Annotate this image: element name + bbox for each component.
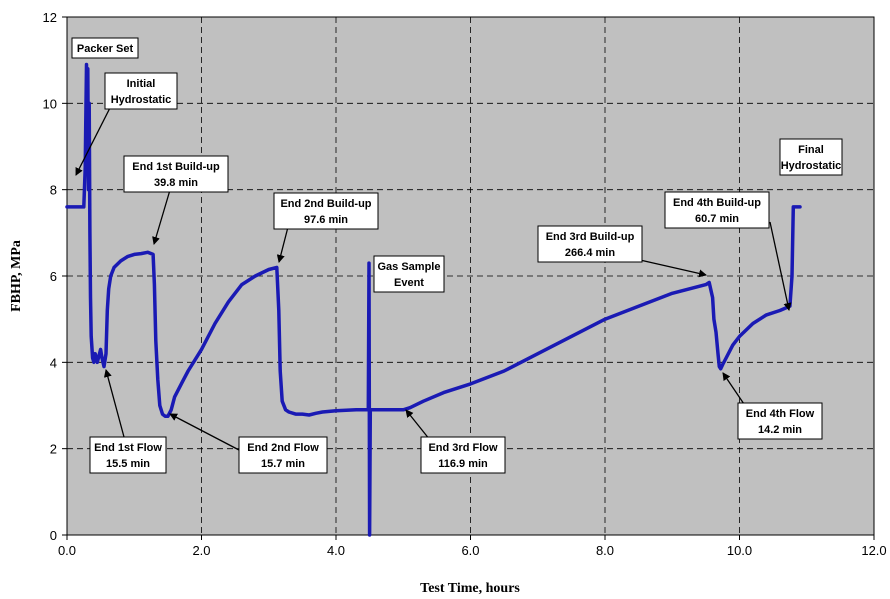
y-tick-label: 0 — [50, 528, 57, 543]
annotation-label: 116.9 min — [438, 458, 488, 470]
pressure-line — [65, 62, 802, 537]
annotation-label: Hydrostatic — [781, 160, 842, 172]
annotation-box — [104, 72, 178, 110]
y-tick-label: 2 — [50, 442, 57, 457]
annotation-end-1st-buildup: End 1st Build-up 39.8 min — [123, 155, 229, 245]
x-tick-label: 4.0 — [327, 543, 345, 558]
annotation-label: End 3rd Build-up — [546, 231, 635, 243]
annotation-label: 266.4 min — [565, 247, 615, 259]
annotation-label: End 1st Flow — [94, 442, 162, 454]
annotation-label: 39.8 min — [154, 177, 198, 189]
annotation-label: End 4th Build-up — [673, 197, 761, 209]
annotation-label: End 2nd Build-up — [280, 198, 371, 210]
series-layer — [65, 62, 802, 537]
annotation-label: 15.7 min — [261, 458, 305, 470]
annotation-box — [238, 436, 328, 474]
annotation-label: 97.6 min — [304, 214, 348, 226]
annotation-label: End 1st Build-up — [132, 161, 220, 173]
annotation-final-hydrostatic: Final Hydrostatic — [779, 138, 843, 176]
annotation-box — [273, 192, 379, 230]
annotation-end-4th-buildup: End 4th Build-up 60.7 min — [664, 191, 792, 311]
annotation-label: 60.7 min — [695, 213, 739, 225]
y-tick-label: 8 — [50, 183, 57, 198]
x-tick-label: 12.0 — [861, 543, 886, 558]
y-axis-title: FBHP, MPa — [9, 240, 24, 312]
annotation-box — [664, 191, 770, 229]
annotation-arrow — [276, 226, 289, 263]
annotation-gas-sample-event: Gas Sample Event — [373, 255, 445, 293]
annotation-label: Event — [394, 277, 424, 289]
annotation-initial-hydrostatic: Initial Hydrostatic — [75, 72, 178, 176]
y-tick-label: 6 — [50, 269, 57, 284]
annotation-box — [537, 225, 643, 263]
annotation-arrow — [405, 409, 431, 441]
annotation-label: Hydrostatic — [111, 94, 172, 106]
y-tick-label: 12 — [43, 10, 57, 25]
annotation-arrow — [639, 259, 707, 278]
x-tick-label: 0.0 — [58, 543, 76, 558]
annotation-box — [373, 255, 445, 293]
annotation-box — [737, 402, 823, 440]
x-tick-label: 2.0 — [192, 543, 210, 558]
annotation-arrow — [722, 372, 747, 408]
annotation-label: Gas Sample — [378, 261, 441, 273]
annotation-label: End 4th Flow — [746, 408, 815, 420]
x-tick-label: 8.0 — [596, 543, 614, 558]
annotations: Packer Set Initial Hydrostatic End 1st Buil… — [71, 37, 843, 474]
annotation-end-3rd-buildup: End 3rd Build-up 266.4 min — [537, 225, 707, 278]
annotation-end-1st-flow: End 1st Flow 15.5 min — [89, 369, 167, 474]
annotation-box — [123, 155, 229, 193]
x-tick-label: 10.0 — [727, 543, 752, 558]
annotation-label: End 3rd Flow — [428, 442, 498, 454]
annotation-label: 14.2 min — [758, 424, 802, 436]
annotation-box — [420, 436, 506, 474]
annotation-arrow — [169, 413, 240, 451]
annotation-end-4th-flow: End 4th Flow 14.2 min — [722, 372, 823, 440]
annotation-end-2nd-flow: End 2nd Flow 15.7 min — [169, 413, 328, 474]
y-tick-label: 4 — [50, 355, 57, 370]
annotation-end-3rd-flow: End 3rd Flow 116.9 min — [405, 409, 506, 474]
annotation-end-2nd-buildup: End 2nd Build-up 97.6 min — [273, 192, 379, 263]
annotation-label: Initial — [127, 78, 156, 90]
annotation-label: Final — [798, 144, 824, 156]
axes: 0.0 2.0 4.0 6.0 8.0 10.0 12.0 0 2 4 6 8 10 12 — [43, 10, 887, 558]
x-axis-title: Test Time, hours — [420, 581, 520, 596]
annotation-arrow — [103, 369, 125, 438]
annotation-arrow — [152, 189, 171, 245]
x-tick-label: 6.0 — [461, 543, 479, 558]
annotation-label: End 2nd Flow — [247, 442, 319, 454]
annotation-arrow — [769, 221, 792, 311]
y-tick-label: 10 — [43, 96, 57, 111]
annotation-box — [779, 138, 843, 176]
annotation-packer-set: Packer Set — [71, 37, 139, 59]
annotation-label: Packer Set — [77, 43, 134, 55]
annotation-box — [89, 436, 167, 474]
annotation-box — [71, 37, 139, 59]
annotation-label: 15.5 min — [106, 458, 150, 470]
